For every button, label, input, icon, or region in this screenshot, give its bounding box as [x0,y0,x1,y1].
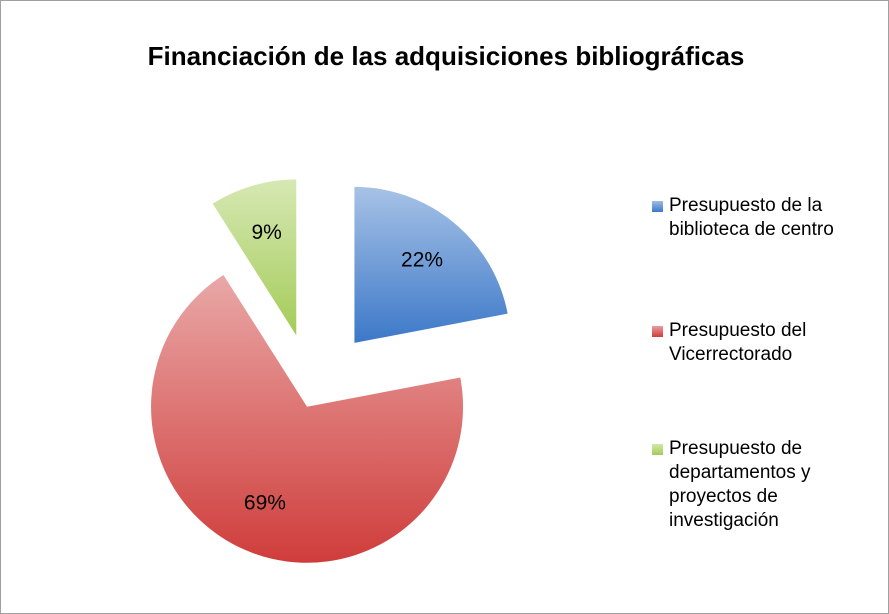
data-label: 9% [251,221,281,244]
legend-item: Presupuesto de departamentos y proyectos… [652,437,867,533]
legend-swatch [652,201,663,212]
pie-slice [354,186,508,343]
legend-label: Presupuesto de la biblioteca de centro [669,195,834,240]
pie-slice [212,179,297,336]
data-label: 22% [401,249,443,272]
legend-swatch [652,326,663,337]
legend-item: Presupuesto del Vicerrectorado [652,319,867,367]
legend-label: Presupuesto de departamentos y proyectos… [669,438,811,531]
pie-slice [151,275,464,563]
chart-title: Financiación de las adquisiciones biblio… [147,41,745,71]
legend-item: Presupuesto de la biblioteca de centro [652,194,867,242]
legend-label: Presupuesto del Vicerrectorado [669,320,807,365]
legend-swatch [652,444,663,455]
data-label: 69% [244,492,286,515]
